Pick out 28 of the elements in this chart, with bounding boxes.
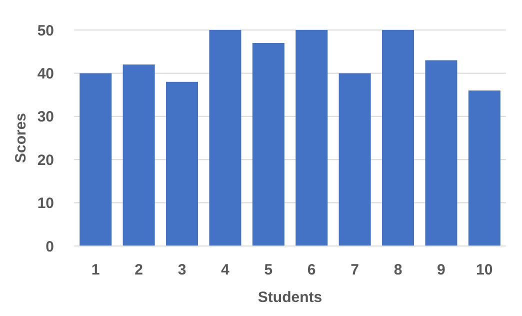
bar — [80, 73, 112, 246]
bar — [296, 30, 328, 246]
x-tick-label: 1 — [91, 262, 100, 279]
y-tick-label: 40 — [37, 66, 54, 83]
bar — [382, 30, 414, 246]
x-tick-label: 8 — [394, 262, 402, 279]
x-tick-label: 7 — [350, 262, 359, 279]
bar — [338, 73, 371, 246]
x-axis-title: Students — [258, 289, 322, 306]
bar — [425, 60, 458, 246]
x-tick-label: 2 — [134, 262, 143, 279]
y-tick-label: 50 — [37, 22, 54, 40]
x-tick-label: 10 — [476, 262, 493, 279]
bar — [166, 82, 198, 246]
x-tick-label: 3 — [178, 262, 186, 279]
x-tick-label: 6 — [307, 262, 316, 279]
bar — [252, 42, 284, 246]
x-tick-label: 5 — [264, 262, 273, 279]
y-tick-label: 30 — [37, 108, 54, 126]
bar — [468, 90, 500, 246]
bar — [209, 30, 242, 246]
bar — [122, 64, 155, 246]
y-tick-label: 0 — [46, 238, 54, 256]
x-tick-label: 4 — [221, 262, 230, 279]
y-tick-label: 20 — [37, 152, 54, 169]
x-tick-label: 9 — [437, 262, 446, 279]
y-axis-title: Scores — [12, 112, 30, 164]
y-tick-label: 10 — [37, 195, 54, 212]
